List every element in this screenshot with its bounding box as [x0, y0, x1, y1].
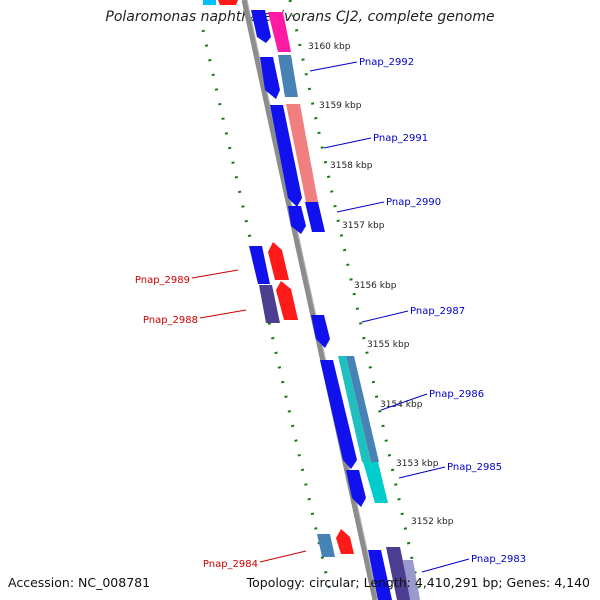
kbp-tick-label: 3156 kbp	[354, 281, 397, 291]
gene-arrow[interactable]	[403, 560, 420, 600]
accession-text: Accession: NC_008781	[8, 575, 151, 590]
kbp-tick-label: 3160 kbp	[308, 42, 351, 52]
gene-arrow[interactable]	[268, 12, 291, 52]
gene-label[interactable]: Pnap_2992	[359, 57, 414, 68]
gene-arrow[interactable]	[286, 104, 318, 202]
gene-arrow[interactable]	[368, 550, 392, 600]
gene-label[interactable]: Pnap_2991	[373, 133, 428, 144]
gene-arrow[interactable]	[259, 285, 280, 323]
gene-label-leader	[199, 309, 247, 319]
gene-arrow[interactable]	[338, 356, 371, 462]
kbp-tick-label: 3155 kbp	[367, 340, 410, 350]
genome-title: Polaromonas naphthalenivorans CJ2, compl…	[105, 9, 495, 25]
gene-label[interactable]: Pnap_2985	[447, 462, 502, 473]
gene-label-leader	[336, 201, 385, 213]
gene-label-leader	[398, 466, 446, 479]
gene-label-leader	[259, 550, 307, 563]
gene-arrow[interactable]	[203, 0, 216, 5]
gene-label[interactable]: Pnap_2989	[135, 275, 190, 286]
gene-arrow[interactable]	[249, 246, 270, 284]
kbp-tick-label: 3152 kbp	[411, 517, 454, 527]
gene-label[interactable]: Pnap_2986	[429, 389, 484, 400]
kbp-tick-label: 3159 kbp	[319, 101, 362, 111]
gene-arrow[interactable]	[251, 10, 271, 43]
gene-arrow[interactable]	[270, 105, 302, 207]
genome-backbone	[241, 0, 378, 600]
kbp-tick-label: 3154 kbp	[380, 400, 423, 410]
gene-label-leader	[380, 393, 428, 411]
topology-summary: Topology: circular; Length: 4,410,291 bp…	[246, 575, 590, 590]
gene-label-leader	[361, 310, 409, 323]
gene-arrow[interactable]	[336, 529, 354, 554]
gene-label[interactable]: Pnap_2990	[386, 197, 441, 208]
gene-arrow[interactable]	[320, 360, 357, 469]
gene-arrow[interactable]	[311, 315, 330, 348]
gene-arrow[interactable]	[363, 462, 388, 503]
tick-labels: 3160 kbp 3159 kbp 3158 kbp 3157 kbp 3156 kbp…	[308, 42, 454, 527]
gene-arrow[interactable]	[260, 57, 280, 99]
gene-arrow[interactable]	[278, 55, 298, 97]
kbp-tick-label: 3157 kbp	[342, 221, 385, 231]
gene-arrow[interactable]	[346, 356, 379, 462]
gene-label-leader	[421, 558, 470, 573]
kbp-tick-label: 3153 kbp	[396, 459, 439, 469]
gene-arrow[interactable]	[268, 242, 289, 280]
gene-labels: Pnap_2992 Pnap_2991 Pnap_2990 Pnap_2989 Pnap…	[135, 57, 526, 573]
gene-label[interactable]: Pnap_2983	[471, 554, 526, 565]
gene-label-leader	[323, 137, 372, 149]
gene-arrow[interactable]	[317, 534, 335, 557]
kbp-tick-label: 3158 kbp	[330, 161, 373, 171]
gene-arrow[interactable]	[218, 0, 238, 5]
gene-arrow[interactable]	[276, 281, 298, 320]
gene-label[interactable]: Pnap_2988	[143, 315, 198, 326]
gene-label[interactable]: Pnap_2984	[203, 559, 258, 570]
gene-label-leader	[309, 61, 358, 72]
gene-arrow[interactable]	[305, 202, 325, 232]
gene-arrow[interactable]	[346, 470, 366, 507]
gene-label[interactable]: Pnap_2987	[410, 306, 465, 317]
outer-dotted-guide	[288, 0, 423, 600]
gene-arrow[interactable]	[288, 206, 306, 234]
gene-arrow[interactable]	[386, 547, 411, 600]
gene-label-leader	[191, 269, 239, 279]
